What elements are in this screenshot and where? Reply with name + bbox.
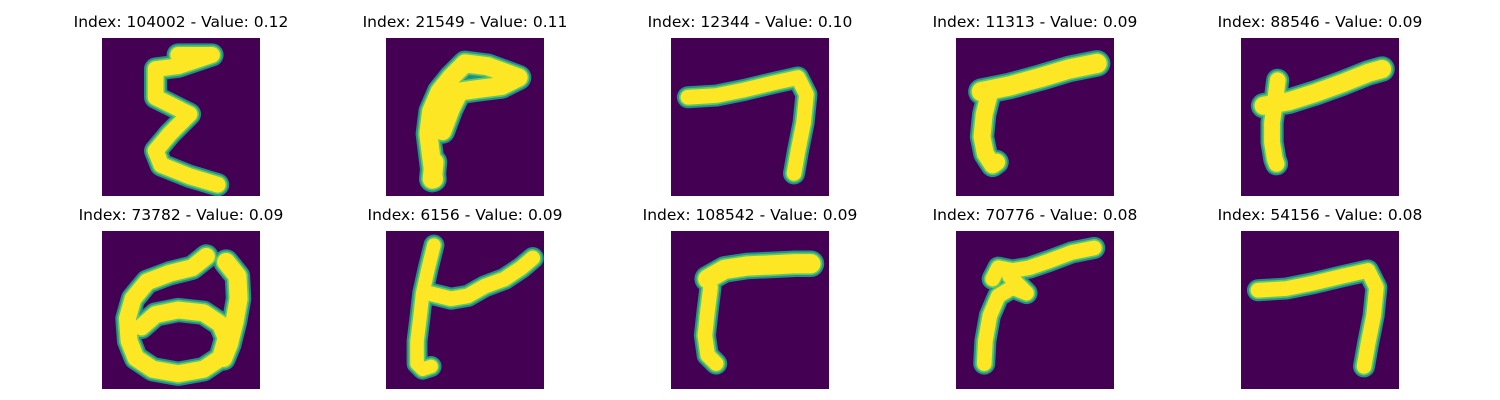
seven-glyph xyxy=(1246,259,1388,378)
panel-title: Index: 88546 - Value: 0.09 xyxy=(1217,13,1423,31)
digit-canvas xyxy=(1241,38,1399,196)
image-panel: Index: 104002 - Value: 0.12 xyxy=(39,10,323,200)
digit-image xyxy=(956,38,1114,196)
panel-title: Index: 70776 - Value: 0.08 xyxy=(932,206,1138,224)
bar-glyph xyxy=(968,50,1111,178)
digit-image xyxy=(386,231,544,389)
image-panel: Index: 108542 - Value: 0.09 xyxy=(608,203,892,393)
gamma-glyph xyxy=(693,250,825,375)
digit-canvas xyxy=(102,231,260,389)
digit-image xyxy=(1241,231,1399,389)
branch-glyph xyxy=(406,234,544,380)
digit-canvas xyxy=(671,38,829,196)
digit-image xyxy=(102,231,260,389)
digit-image xyxy=(956,231,1114,389)
panel-title: Index: 54156 - Value: 0.08 xyxy=(1217,206,1423,224)
image-panel: Index: 11313 - Value: 0.09 xyxy=(893,10,1177,200)
panel-title: Index: 12344 - Value: 0.10 xyxy=(647,13,853,31)
image-panel: Index: 73782 - Value: 0.09 xyxy=(39,203,323,393)
digit-canvas xyxy=(1241,231,1399,389)
digit-canvas xyxy=(386,38,544,196)
image-panel: Index: 6156 - Value: 0.09 xyxy=(323,203,607,393)
panel-title: Index: 104002 - Value: 0.12 xyxy=(73,13,289,31)
image-panel: Index: 70776 - Value: 0.08 xyxy=(893,203,1177,393)
panel-title: Index: 11313 - Value: 0.09 xyxy=(932,13,1138,31)
cross-glyph xyxy=(1250,56,1395,176)
loop-glyph xyxy=(115,244,252,386)
digit-image xyxy=(671,38,829,196)
digit-canvas xyxy=(102,38,260,196)
panel-title: Index: 108542 - Value: 0.09 xyxy=(642,206,858,224)
panel-title: Index: 21549 - Value: 0.11 xyxy=(362,13,568,31)
panel-title: Index: 6156 - Value: 0.09 xyxy=(367,206,563,224)
panel-title: Index: 73782 - Value: 0.09 xyxy=(78,206,284,224)
image-panel: Index: 54156 - Value: 0.08 xyxy=(1178,203,1462,393)
digit-canvas xyxy=(956,231,1114,389)
stroke-glyph xyxy=(973,236,1106,375)
image-panel: Index: 12344 - Value: 0.10 xyxy=(608,10,892,200)
image-panel: Index: 88546 - Value: 0.09 xyxy=(1178,10,1462,200)
hook-glyph xyxy=(415,50,532,193)
image-panel: Index: 21549 - Value: 0.11 xyxy=(323,10,607,200)
epsilon-glyph xyxy=(144,43,230,196)
digit-canvas xyxy=(956,38,1114,196)
digit-canvas xyxy=(671,231,829,389)
digit-image xyxy=(671,231,829,389)
digit-image xyxy=(386,38,544,196)
digit-image xyxy=(102,38,260,196)
digit-image xyxy=(1241,38,1399,196)
digit-canvas xyxy=(386,231,544,389)
seven-glyph xyxy=(676,66,818,185)
